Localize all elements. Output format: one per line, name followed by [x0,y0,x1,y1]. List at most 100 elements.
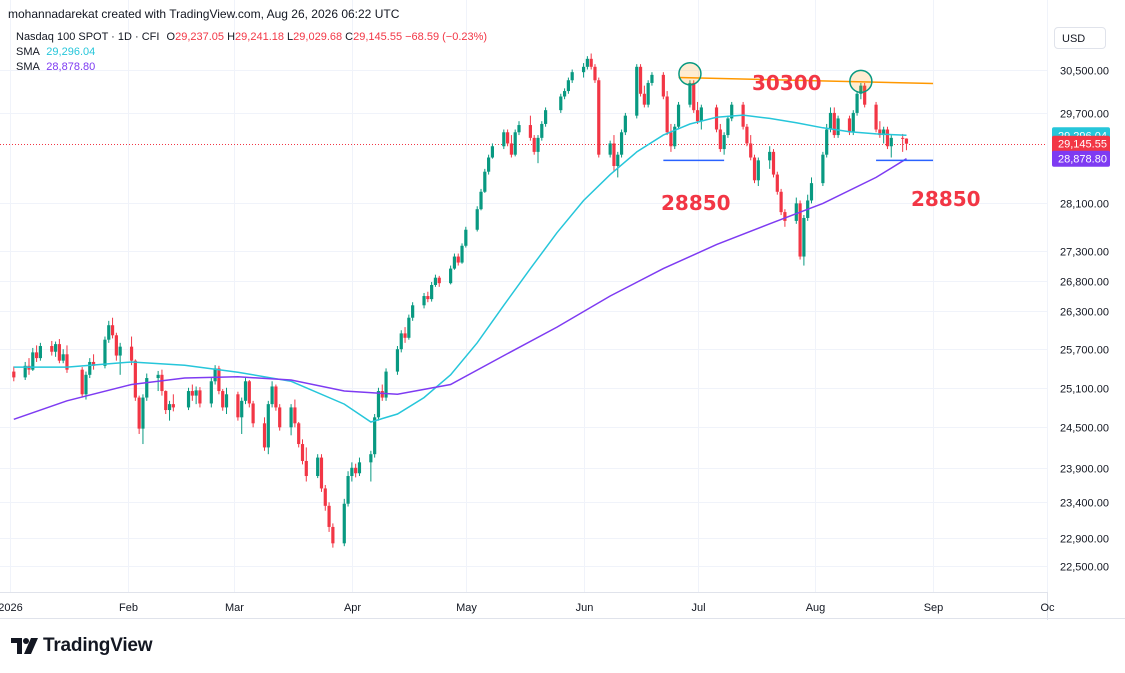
candle-body [821,154,825,184]
candle-body [695,110,700,122]
candle-body [91,361,96,366]
candle-body [114,335,118,356]
sma-slow-badge: 28,878.80 [1052,150,1110,167]
sma-slow-legend[interactable]: SMA 28,878.80 [16,61,95,73]
candle-body [676,104,681,127]
candle-body [262,423,267,448]
candle-body [23,365,27,378]
candle-body [354,467,358,474]
candle-body [714,107,719,130]
candle-body [589,58,593,67]
candle-body [901,137,905,139]
candle-body [395,349,400,372]
candle-body [889,137,893,147]
candle-body [612,143,616,167]
candle-body [802,217,806,257]
candle-body [540,123,544,138]
candle-body [669,132,673,147]
x-tick-label: Oc [1040,602,1055,614]
x-tick-label: Jul [691,602,705,614]
candle-body [171,404,175,408]
candle-body [509,143,514,155]
candle-body [243,381,248,401]
candle-body [422,296,426,306]
high-value: 29,241.18 [235,31,284,43]
candle-body [771,151,776,175]
candle-body [53,344,58,352]
symbol-legend[interactable]: Nasdaq 100 SPOT · 1D · CFI O29,237.05 H2… [16,31,487,43]
candle-body [506,132,510,144]
candle-body [487,157,491,172]
y-tick-label: 25,700.00 [1060,345,1109,357]
candle-body [798,203,802,257]
candle-body [12,371,16,378]
candle-body [110,325,115,336]
y-tick-label: 25,100.00 [1060,384,1109,396]
candle-body [50,346,54,352]
candle-body [851,112,855,133]
candle-body [904,138,909,144]
candle-body [194,390,198,396]
candle-body [661,74,665,97]
candle-body [475,209,479,230]
y-tick-label: 22,500.00 [1060,562,1109,574]
candle-body [619,132,624,155]
resistance-label: 30300 [752,71,822,95]
candle-body [452,256,457,269]
y-tick-label: 28,100.00 [1060,199,1109,211]
currency-button[interactable]: USD [1054,27,1106,49]
candle-body [65,354,69,370]
candle-body [103,339,107,366]
candle-body [608,143,612,155]
candle-body [832,112,836,136]
candle-body [756,160,760,181]
candle-body [650,74,654,83]
candle-body [449,268,453,284]
high-key: H [227,31,236,43]
candle-body [57,344,61,361]
highlight-circle [678,62,702,86]
candle-body [186,391,191,408]
candle-body [885,129,890,147]
candle-body [646,82,650,105]
candle-body [107,325,111,340]
candle-body [224,394,229,408]
brand-name: TradingView [43,635,153,656]
candle-body [768,151,772,161]
candle-body [513,132,517,155]
candle-body [380,391,384,398]
candle-body [88,361,92,375]
open-value: 29,237.05 [175,31,225,43]
candle-body [783,212,787,221]
support-label-left: 28850 [661,191,731,215]
candle-body [190,391,194,396]
candle-body [775,174,779,192]
candle-body [251,403,255,424]
candle-body [726,118,730,136]
sma-fast-legend[interactable]: SMA 29,296.04 [16,46,95,58]
candle-body [373,417,377,455]
y-tick-label: 29,700.00 [1060,109,1109,121]
candle-body [236,394,240,418]
candle-body [346,476,350,504]
sma-slow-value: 28,878.80 [46,61,96,73]
sma-slow-badge-bg [1052,150,1110,167]
candle-body [357,462,362,474]
candle-body [570,72,574,81]
candle-body [160,374,164,392]
candle-body [133,360,137,398]
candle-body [247,381,251,404]
candle-body [38,346,42,359]
candle-body [84,374,88,395]
close-key: C [345,31,354,43]
symbol-title: Nasdaq 100 SPOT · 1D · CFI [16,31,160,43]
tradingview-logo-icon [11,638,38,654]
candle-body [718,129,722,150]
candle-body [376,391,381,418]
y-tick-label: 30,500.00 [1060,66,1109,78]
candle-body [167,404,172,411]
candle-body [297,423,301,445]
candle-body [585,58,589,67]
